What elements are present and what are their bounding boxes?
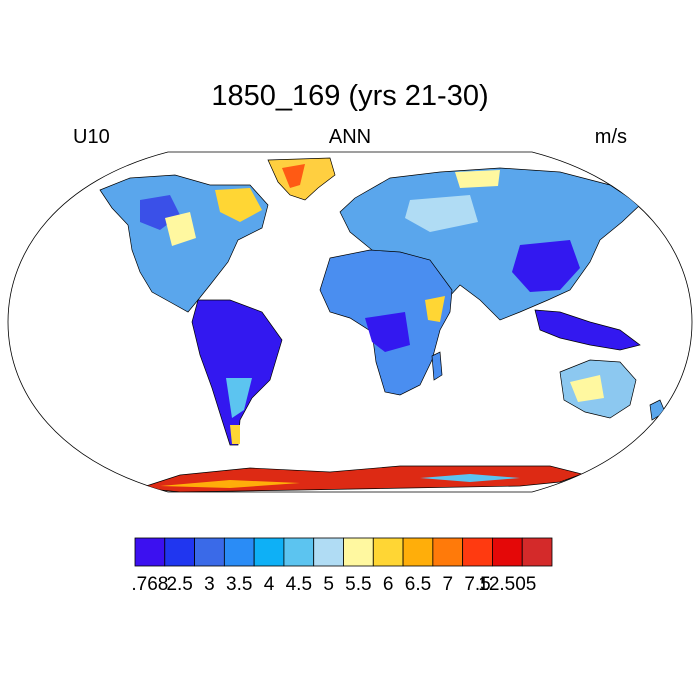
colorbar-label: 6.5 bbox=[405, 574, 431, 595]
colorbar-label: 5 bbox=[323, 574, 334, 595]
variable-label: U10 bbox=[73, 126, 110, 148]
colorbar-label: 3.5 bbox=[226, 574, 252, 595]
land-greenland-detail bbox=[282, 164, 305, 188]
land-north-america-detail bbox=[215, 188, 262, 222]
colorbar-swatch bbox=[253, 537, 285, 567]
colorbar-label: 12.505 bbox=[478, 574, 536, 595]
colorbar-label: 6 bbox=[383, 574, 394, 595]
units-label: m/s bbox=[594, 126, 627, 148]
colorbar-swatch bbox=[492, 537, 523, 567]
colorbar-label: 4.5 bbox=[286, 574, 312, 595]
land-south-america-detail bbox=[230, 425, 240, 444]
land-antarctica-detail bbox=[420, 474, 520, 482]
land-north-america-detail bbox=[165, 212, 196, 246]
season-label: ANN bbox=[328, 126, 372, 148]
land-south-america-detail bbox=[226, 378, 252, 418]
land-europe-asia-detail bbox=[512, 240, 580, 292]
colorbar-swatch bbox=[343, 537, 374, 567]
colorbar-swatch bbox=[283, 537, 315, 567]
colorbar-swatch bbox=[194, 537, 225, 567]
land-europe-asia-detail bbox=[455, 170, 500, 188]
colorbar-swatch bbox=[402, 537, 434, 567]
colorbar-swatch bbox=[521, 537, 553, 567]
colorbar-label: 7 bbox=[442, 574, 453, 595]
colorbar-label: 2.5 bbox=[166, 574, 192, 595]
land-madagascar bbox=[431, 351, 443, 381]
colorbar-swatch bbox=[164, 537, 195, 567]
world-map bbox=[7, 151, 693, 493]
land-australia-detail bbox=[570, 375, 604, 402]
colorbar-swatch bbox=[313, 537, 344, 567]
colorbar-swatch bbox=[223, 537, 255, 567]
colorbar-swatch bbox=[134, 537, 166, 567]
colorbar-label: 5.5 bbox=[345, 574, 371, 595]
land-africa-detail bbox=[365, 312, 410, 352]
colorbar-swatch bbox=[372, 537, 404, 567]
colorbar-label: 3 bbox=[204, 574, 215, 595]
colorbar-swatch bbox=[432, 537, 464, 567]
plot-title: 1850_169 (yrs 21-30) bbox=[211, 80, 489, 112]
colorbar-label: 4 bbox=[264, 574, 275, 595]
land-antarctica-detail bbox=[160, 480, 300, 488]
land-africa-detail bbox=[425, 296, 445, 322]
colorbar-swatch bbox=[462, 537, 493, 567]
land-maritime-se-asia bbox=[534, 309, 641, 351]
colorbar-label: .768 bbox=[131, 574, 168, 595]
colorbar-label: 7.5 bbox=[464, 574, 490, 595]
land-europe-asia-detail bbox=[405, 195, 478, 232]
